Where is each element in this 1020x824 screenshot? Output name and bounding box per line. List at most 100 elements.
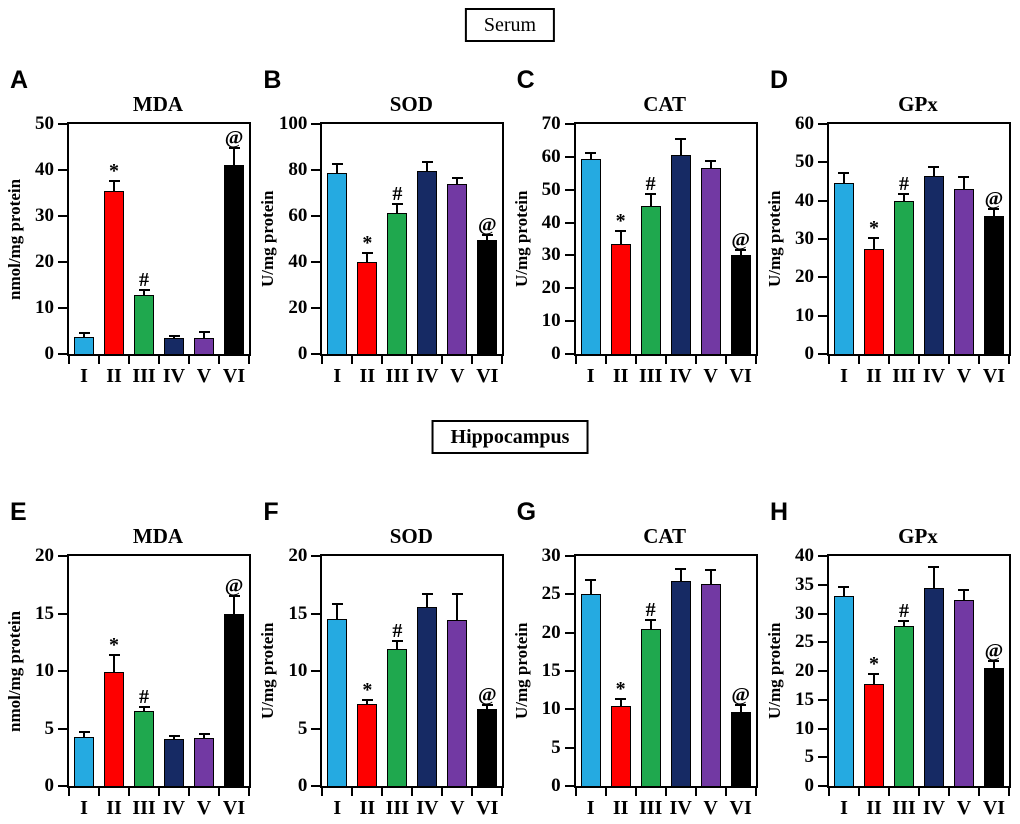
x-tick-mark [977,788,980,796]
y-tick-mark [817,199,827,202]
x-tick-label: II [866,365,882,387]
bar [580,594,601,786]
error-bar [426,163,429,172]
error-bar-cap [331,163,343,166]
significance-marker: * [362,678,373,701]
x-tick-label: I [840,797,848,819]
significance-marker: @ [731,684,750,707]
x-tick-mark [188,788,190,796]
panel-h: H GPx U/mg protein 0 5 10 15 20 25 30 35 40 I II III IV… [765,492,1015,822]
error-bar [739,250,742,256]
panel-letter: A [10,66,29,94]
x-tick-label: III [892,365,916,387]
panel-e: E MDA nmol/mg protein 0 5 10 15 20 I II III IV V VI * #… [5,492,255,822]
bar [104,672,124,786]
error-bar [486,705,489,709]
bar [983,216,1004,354]
x-tick-mark [501,356,504,364]
x-tick-mark [471,788,474,796]
error-bar-cap [481,703,493,706]
error-bar-cap [705,159,717,162]
x-tick-label: VI [982,365,1006,387]
y-tick-label: 30 [35,205,54,226]
y-tick-label: 10 [794,304,814,326]
y-tick-label: 0 [551,775,561,796]
significance-marker: # [898,172,909,195]
y-tick-label: 70 [541,113,561,134]
significance-marker: @ [984,640,1004,663]
x-tick-mark [98,356,100,364]
bar [134,711,154,786]
error-bar-cap [361,698,373,701]
error-bar [902,621,905,626]
x-tick-label: VI [729,365,752,387]
error-bar-cap [198,733,210,736]
error-bar [739,706,742,713]
x-tick-label: III [385,365,409,387]
error-bar-cap [585,151,597,154]
error-bar [619,700,622,707]
y-tick-mark [564,555,574,557]
y-tick-mark [564,254,574,257]
y-tick-label: 20 [541,621,561,643]
y-tick-mark [311,555,321,557]
x-tick-mark [441,788,444,796]
x-tick-mark [158,788,160,796]
error-bar-cap [78,731,90,734]
chart-title: MDA [132,524,184,548]
bar [224,613,244,786]
error-bar-cap [675,567,687,570]
significance-marker: @ [478,683,497,706]
significance-marker: @ [984,188,1004,211]
bar [610,243,631,354]
y-tick-label: 10 [288,660,308,681]
error-bar-cap [451,177,463,180]
error-bar [143,291,145,296]
x-tick-mark [128,356,130,364]
error-bar [649,194,652,207]
x-tick-mark [634,356,637,364]
y-tick-mark [311,670,321,672]
x-tick-mark [321,788,324,796]
x-tick-label: I [586,797,595,819]
error-bar [456,179,459,184]
y-tick-mark [58,727,67,730]
error-bar [679,140,682,156]
serum-section-label: Serum [464,8,556,42]
bar [357,262,378,354]
y-tick-label: 50 [794,151,814,173]
bar [893,625,914,786]
x-tick-label: VI [222,365,246,387]
significance-marker: # [139,269,149,292]
error-bar [396,204,399,213]
panel-letter: H [769,498,789,526]
error-bar-cap [838,585,850,588]
y-tick-mark [817,756,827,759]
x-tick-mark [321,356,324,364]
y-tick-label: 30 [541,545,561,566]
x-tick-label: IV [669,365,692,387]
y-tick-mark [817,555,827,557]
y-tick-label: 0 [804,343,814,364]
y-tick-label: 0 [44,343,55,364]
error-bar [589,581,592,595]
y-tick-mark [564,155,574,158]
x-tick-mark [724,788,727,796]
y-tick-mark [817,123,827,125]
error-bar [842,587,845,597]
x-tick-label: VI [476,797,499,819]
x-tick-mark [411,356,414,364]
y-tick-label: 20 [288,297,308,318]
x-tick-mark [471,356,474,364]
x-tick-mark [381,788,384,796]
chart-title: CAT [643,524,687,548]
bar [923,587,944,786]
bar [730,255,751,354]
x-tick-mark [351,356,354,364]
bar [953,600,974,786]
bar [983,668,1004,786]
error-bar [589,153,592,159]
bar [387,212,408,354]
bar [104,190,124,354]
bar [953,189,974,354]
